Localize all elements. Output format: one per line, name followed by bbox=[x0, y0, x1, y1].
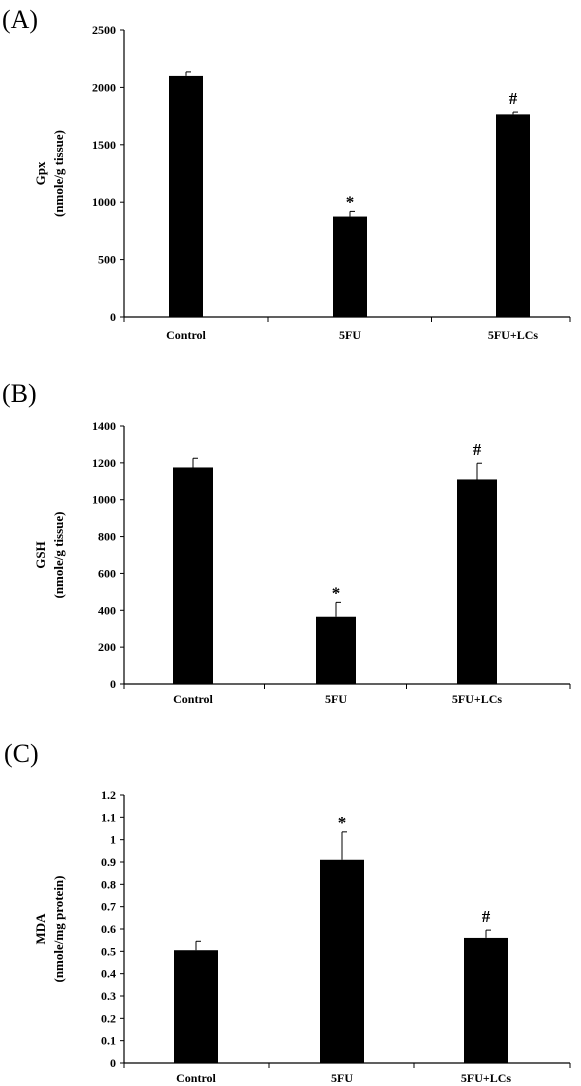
x-category-label: 5FU+LCs bbox=[488, 328, 539, 342]
panel-b: (B) 0 200 400 600 800 1000 1200 1400 GSH (nmole/g … bbox=[2, 379, 571, 706]
x-category-label: 5FU+LCs bbox=[452, 692, 503, 706]
y-tick-label: 0.3 bbox=[101, 989, 116, 1003]
significance-marker: * bbox=[338, 813, 347, 832]
y-tick-label: 400 bbox=[98, 603, 116, 617]
x-category-label: 5FU bbox=[325, 692, 347, 706]
y-tick-label: 0 bbox=[110, 1056, 116, 1070]
panel-c: (C) 0 0.1 0.2 0.3 0.4 0.5 0.6 0.7 0.8 0.9 1 1.1 1.2 MD… bbox=[4, 739, 571, 1085]
y-axis-label: GSH bbox=[33, 541, 48, 568]
y-tick-label: 1.2 bbox=[101, 788, 116, 802]
panel-label: (C) bbox=[4, 739, 39, 768]
bar bbox=[333, 216, 367, 317]
significance-marker: # bbox=[509, 89, 518, 108]
y-tick-label: 0.4 bbox=[101, 967, 116, 981]
bar bbox=[174, 950, 218, 1063]
y-tick-label: 0.1 bbox=[101, 1034, 116, 1048]
y-tick-label: 2000 bbox=[92, 80, 116, 94]
y-tick-label: 0 bbox=[110, 677, 116, 691]
x-category-label: 5FU+LCs bbox=[461, 1071, 512, 1085]
y-axis-unit-label: (nmole/g tissue) bbox=[51, 511, 66, 598]
y-tick-label: 2500 bbox=[92, 23, 116, 37]
y-tick-label: 500 bbox=[98, 253, 116, 267]
bar bbox=[320, 859, 364, 1063]
bar bbox=[496, 114, 530, 318]
y-tick-label: 0 bbox=[110, 310, 116, 324]
x-category-label: 5FU bbox=[339, 328, 361, 342]
y-axis-label: MDA bbox=[33, 913, 48, 945]
y-tick-label: 200 bbox=[98, 640, 116, 654]
panel-a: (A) 0 500 1000 1500 2000 2500 Gpx (nmole/g tissu… bbox=[2, 5, 571, 342]
bar bbox=[457, 479, 497, 684]
bar bbox=[316, 616, 356, 684]
significance-marker: * bbox=[332, 583, 341, 602]
y-tick-label: 1500 bbox=[92, 138, 116, 152]
significance-marker: * bbox=[346, 192, 355, 211]
y-tick-label: 600 bbox=[98, 566, 116, 580]
y-axis-label: Gpx bbox=[33, 161, 48, 185]
y-tick-label: 0.6 bbox=[101, 922, 116, 936]
y-tick-label: 1000 bbox=[92, 493, 116, 507]
y-tick-label: 0.2 bbox=[101, 1011, 116, 1025]
significance-marker: # bbox=[482, 907, 491, 926]
y-tick-label: 1.1 bbox=[101, 810, 116, 824]
y-tick-label: 1 bbox=[110, 833, 116, 847]
y-tick-label: 1200 bbox=[92, 456, 116, 470]
y-tick-label: 800 bbox=[98, 530, 116, 544]
y-axis-unit-label: (nmole/g tissue) bbox=[51, 130, 66, 217]
x-category-label: 5FU bbox=[331, 1071, 353, 1085]
y-tick-label: 0.7 bbox=[101, 900, 116, 914]
x-category-label: Control bbox=[173, 692, 213, 706]
y-tick-label: 0.9 bbox=[101, 855, 116, 869]
bar bbox=[169, 75, 203, 317]
y-tick-label: 0.5 bbox=[101, 944, 116, 958]
y-tick-label: 1400 bbox=[92, 419, 116, 433]
y-axis-unit-label: (nmole/mg protein) bbox=[51, 876, 66, 983]
x-category-label: Control bbox=[166, 328, 206, 342]
y-tick-label: 0.8 bbox=[101, 877, 116, 891]
x-category-label: Control bbox=[176, 1071, 216, 1085]
bar bbox=[464, 937, 508, 1063]
significance-marker: # bbox=[473, 440, 482, 459]
panel-label: (B) bbox=[2, 379, 37, 408]
bar bbox=[173, 467, 213, 684]
panel-label: (A) bbox=[2, 5, 38, 34]
y-tick-label: 1000 bbox=[92, 195, 116, 209]
